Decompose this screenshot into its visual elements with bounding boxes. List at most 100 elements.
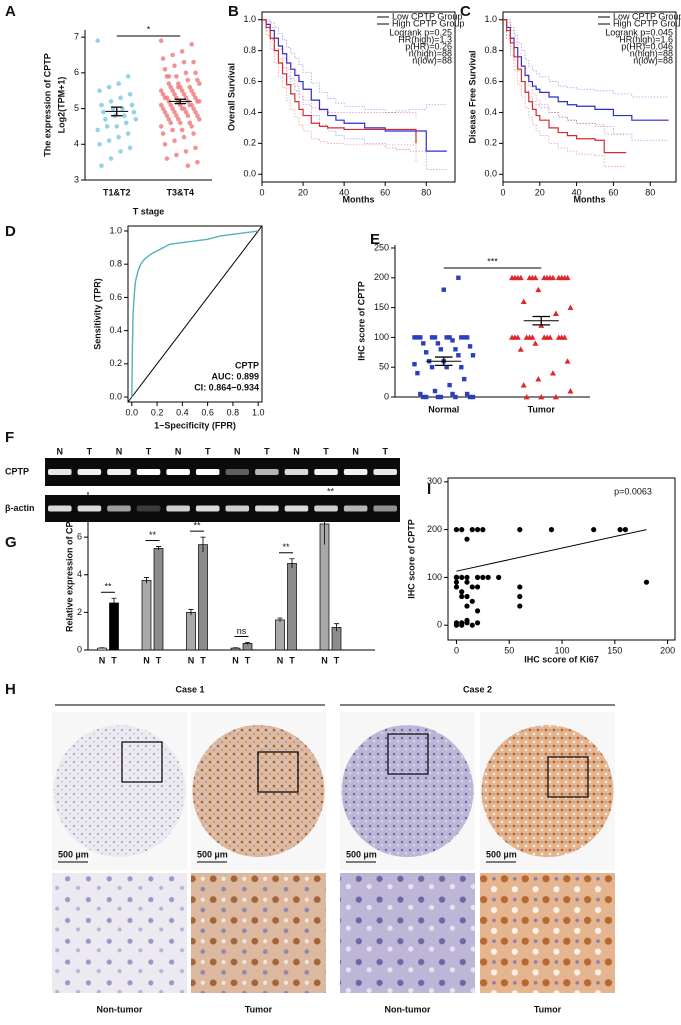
x-axis-title: T stage [133,206,165,216]
y-tick-label: 200 [427,524,442,534]
point [185,163,191,169]
image-label: Tumor [245,1004,273,1014]
plot-frame [127,225,263,403]
y-axis-title: The expression of CPTP [42,53,52,157]
point [125,74,131,79]
error-bar [245,642,250,645]
point [164,95,170,101]
point [622,527,628,533]
point [118,95,123,101]
error-bar [99,647,105,649]
group-label: T [156,655,162,665]
x-tick-label: 80 [645,187,655,197]
y-tick-label: 0.8 [484,45,497,55]
x-tick-label: 80 [421,187,431,197]
point [189,41,194,47]
y-tick-label: 6 [77,532,82,542]
point [412,335,417,340]
point [160,56,166,61]
point [195,77,200,83]
panel-label: C [460,3,471,20]
point [174,74,179,79]
point [548,527,555,533]
y-tick-label: 0.6 [484,76,497,86]
annotation: AUC: 0.899 [211,371,259,381]
point [444,335,449,340]
y-axis-title: Disease Free Survival [467,50,477,143]
point [464,574,470,580]
point [464,620,470,626]
point [185,113,191,119]
point [193,145,198,151]
point [191,59,196,65]
x-tick-label: 0.6 [201,407,214,417]
point [453,579,460,585]
gel-band [48,469,72,475]
scale-label: 500 µm [486,849,517,859]
panel-label: H [5,681,16,698]
roc-curve [131,230,259,398]
point [183,70,189,76]
point [164,156,170,161]
stat-label: n(high)=88 [630,48,673,58]
error-bar [188,609,194,616]
gel-background [45,495,400,522]
significance-label: * [147,24,151,34]
point [474,574,481,580]
lane-label: N [57,446,64,456]
y-tick-label: 50 [379,362,389,372]
confidence-band [262,19,447,171]
point [158,102,164,108]
point [108,156,114,161]
point [447,335,452,340]
point [464,536,470,542]
point [474,527,481,533]
point [183,109,189,115]
y-tick-label: 0 [77,644,82,654]
point [429,364,435,370]
bar [198,544,208,651]
x-axis-title: 1−Specificity (FPR) [154,420,236,430]
point [168,120,174,126]
point [168,84,174,90]
point [158,38,164,44]
y-tick-label: 0 [437,620,442,630]
point [176,84,181,90]
zoom-box [121,741,163,783]
sem-bar [111,106,123,117]
image-label: Non-tumor [385,1004,431,1014]
x-tick-label: 200 [660,645,675,655]
point [197,81,202,86]
error-bar [144,577,149,584]
point [168,102,174,108]
annotation: CPTP [235,360,259,370]
point [459,622,465,628]
point [450,338,455,343]
survival-curve [262,19,417,144]
gel-band [225,505,250,512]
gel-band [195,469,220,475]
gel-band [48,505,72,512]
survival-curve [503,19,627,154]
y-tick-label: 0.4 [243,107,256,117]
plot-frame [502,11,677,183]
group-label: N [188,655,195,665]
sem-bar [532,315,551,326]
x-tick-label: 20 [535,187,545,197]
zoom-box [257,751,299,793]
point [95,38,100,44]
stat-label: n(low)=88 [412,55,452,65]
confidence-band [503,19,669,98]
point [435,394,441,400]
confidence-band [503,19,627,167]
point [193,109,198,115]
point [523,394,530,400]
point [193,95,198,101]
point [485,574,491,580]
category-label: Tumor [528,404,556,414]
error-bar [156,546,161,551]
x-tick-label: 20 [298,187,308,197]
y-tick-label: 0.0 [484,169,497,179]
point [464,579,470,585]
point [567,304,574,310]
